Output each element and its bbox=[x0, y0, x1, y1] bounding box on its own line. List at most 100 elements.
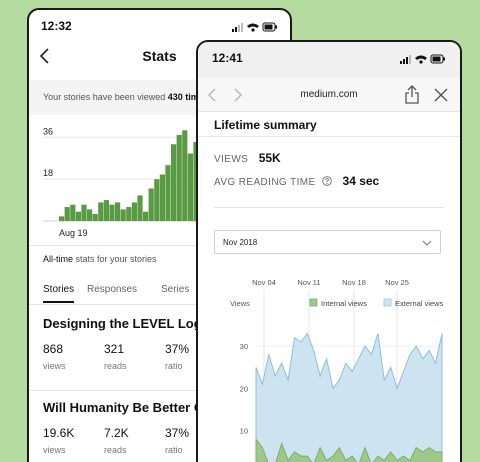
bar bbox=[159, 174, 165, 221]
views-value: 55K bbox=[258, 151, 281, 165]
bar bbox=[81, 204, 87, 221]
ratio-value: 37% bbox=[165, 426, 190, 440]
tab-stories[interactable]: Stories bbox=[43, 284, 75, 295]
x-tick-label: Nov 04 bbox=[252, 278, 276, 287]
status-bar: 12:32 bbox=[41, 19, 278, 35]
story-item[interactable]: Designing the LEVEL Logotype 868 views 3… bbox=[43, 316, 290, 371]
bar bbox=[137, 195, 143, 221]
help-icon[interactable] bbox=[322, 176, 332, 186]
story-views: 868 views bbox=[43, 342, 66, 371]
bar bbox=[143, 211, 149, 221]
page-title: Stats bbox=[142, 48, 177, 64]
alltime-caption: All-time stats for your stories bbox=[43, 254, 157, 264]
story-views: 19.6K views bbox=[43, 426, 74, 455]
y-tick-label: 18 bbox=[43, 168, 53, 178]
ratio-label: ratio bbox=[165, 361, 183, 371]
bar bbox=[120, 209, 126, 221]
browser-toolbar: medium.com bbox=[198, 78, 460, 112]
bar bbox=[70, 204, 76, 221]
tab-series[interactable]: Series bbox=[161, 284, 190, 295]
y-axis-label: Views bbox=[230, 299, 250, 308]
browser-back-icon[interactable] bbox=[206, 88, 218, 102]
lifetime-summary-heading: Lifetime summary bbox=[214, 118, 317, 132]
chevron-down-icon bbox=[422, 240, 432, 246]
x-tick-label: Nov 25 bbox=[385, 278, 409, 287]
y-tick-label: 36 bbox=[43, 126, 53, 136]
bar bbox=[165, 165, 171, 221]
month-select[interactable]: Nov 2018 bbox=[214, 230, 441, 254]
story-ratio: 37% ratio bbox=[165, 342, 189, 371]
x-tick-label: Nov 18 bbox=[342, 278, 366, 287]
bar bbox=[59, 216, 65, 221]
views-label: views bbox=[43, 445, 66, 455]
ratio-value: 37% bbox=[165, 342, 190, 356]
bar bbox=[109, 204, 115, 221]
share-icon[interactable] bbox=[404, 84, 420, 104]
bar bbox=[148, 188, 154, 221]
bar bbox=[171, 144, 177, 221]
views-label: views bbox=[43, 361, 66, 371]
active-tab-indicator bbox=[43, 301, 74, 303]
close-icon[interactable] bbox=[434, 88, 448, 102]
views-metric: VIEWS 55K bbox=[214, 149, 281, 167]
story-ratio: 37% ratio bbox=[165, 426, 189, 455]
bar bbox=[103, 200, 109, 221]
views-area-chart: Nov 04 Nov 11 Nov 18 Nov 25 10 20 30 Views Inter… bbox=[230, 278, 444, 462]
legend-swatch bbox=[309, 298, 318, 307]
x-tick-label: Aug 19 bbox=[59, 228, 88, 238]
bar bbox=[187, 153, 193, 221]
bar bbox=[182, 130, 188, 221]
status-bar: 12:41 bbox=[198, 42, 460, 78]
divider bbox=[29, 245, 290, 246]
story-item[interactable]: Will Humanity Be Better Off 19.6K views … bbox=[43, 400, 290, 455]
views-label: VIEWS bbox=[214, 154, 249, 165]
story-title[interactable]: Designing the LEVEL Logotype bbox=[43, 316, 237, 331]
y-tick-label: 10 bbox=[240, 427, 248, 436]
bar bbox=[126, 207, 132, 221]
divider bbox=[29, 390, 290, 391]
reads-value: 7.2K bbox=[104, 426, 129, 440]
reads-value: 321 bbox=[104, 342, 125, 356]
views-banner-text: Your stories have been viewed 430 tim bbox=[43, 92, 199, 102]
x-tick-label: Nov 11 bbox=[297, 278, 320, 287]
y-tick-label: 30 bbox=[240, 342, 248, 351]
series-internal-area bbox=[255, 437, 443, 462]
legend-label: Internal views bbox=[321, 299, 367, 308]
legend-swatch bbox=[383, 298, 392, 307]
bar bbox=[193, 141, 199, 221]
story-reads: 321 reads bbox=[104, 342, 127, 371]
bar bbox=[92, 214, 98, 221]
system-status-icons bbox=[232, 22, 277, 32]
divider bbox=[198, 136, 460, 137]
bar bbox=[154, 179, 160, 221]
bar bbox=[176, 134, 182, 221]
bar bbox=[64, 207, 70, 221]
story-reads: 7.2K reads bbox=[104, 426, 129, 455]
series-external-area bbox=[255, 332, 443, 462]
views-value: 19.6K bbox=[43, 426, 75, 440]
reads-label: reads bbox=[104, 361, 127, 371]
bar bbox=[131, 202, 137, 221]
story-title[interactable]: Will Humanity Be Better Off bbox=[43, 400, 213, 415]
views-value: 868 bbox=[43, 342, 64, 356]
tab-responses[interactable]: Responses bbox=[87, 284, 138, 295]
reading-time-value: 34 sec bbox=[342, 174, 380, 188]
bar bbox=[87, 209, 93, 221]
system-status-icons bbox=[400, 54, 445, 64]
url-label[interactable]: medium.com bbox=[300, 89, 358, 100]
back-chevron-icon[interactable] bbox=[35, 46, 55, 66]
daily-views-bar-chart: 18 36 Aug 19 bbox=[43, 126, 199, 238]
ratio-label: ratio bbox=[165, 445, 183, 455]
divider bbox=[214, 207, 444, 208]
legend-label: External views bbox=[395, 299, 444, 308]
bar bbox=[98, 202, 104, 221]
reading-time-metric: AVG READING TIME 34 sec bbox=[214, 172, 379, 190]
browser-forward-icon[interactable] bbox=[232, 88, 244, 102]
month-select-value: Nov 2018 bbox=[223, 238, 258, 247]
bar bbox=[75, 211, 81, 221]
reads-label: reads bbox=[104, 445, 127, 455]
reading-time-label: AVG READING TIME bbox=[214, 177, 316, 188]
browser-phone: 12:41 medium.com Lifetime summary VIEWS bbox=[196, 40, 462, 462]
status-time: 12:32 bbox=[41, 19, 72, 33]
y-tick-label: 20 bbox=[240, 384, 248, 393]
